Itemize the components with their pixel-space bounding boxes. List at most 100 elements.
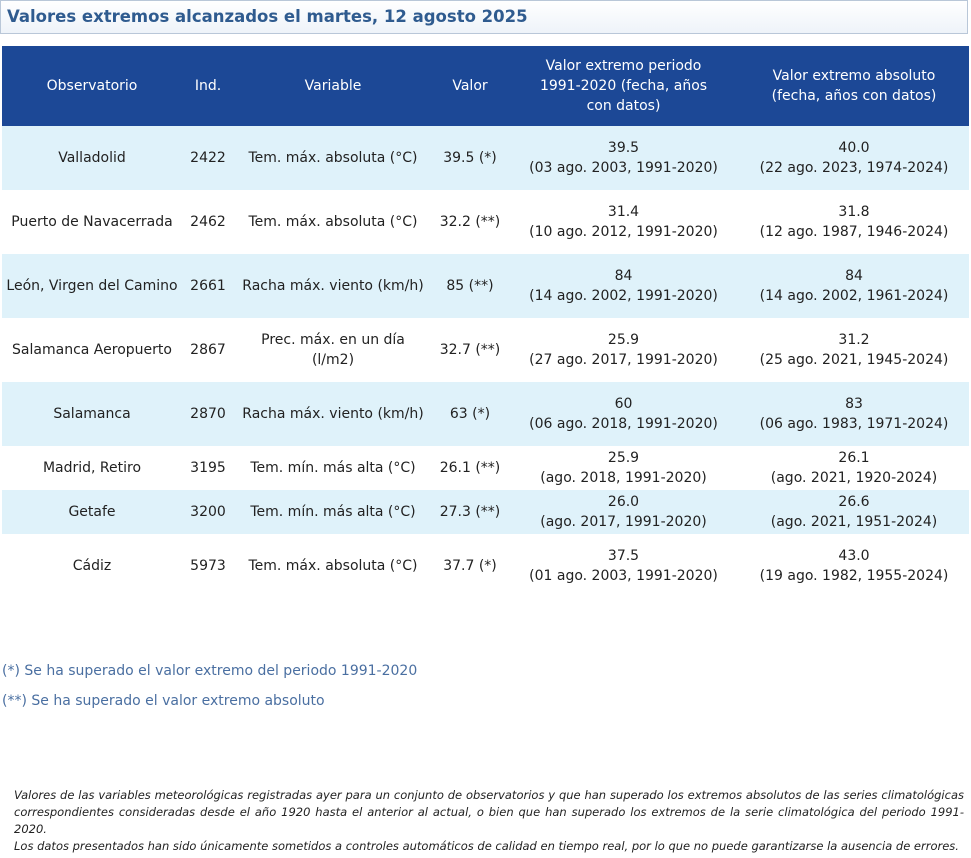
absoluto-value: 84	[845, 268, 863, 284]
periodo-value: 39.5	[607, 140, 640, 156]
header-absoluto: Valor extremo absoluto (fecha, años con …	[739, 46, 969, 126]
cell-valor: 39.5 (*)	[432, 126, 508, 190]
cell-valor: 85 (**)	[432, 254, 508, 318]
absoluto-date: (12 ago. 1987, 1946-2024)	[759, 224, 949, 240]
periodo-date: (27 ago. 2017, 1991-2020)	[529, 352, 718, 368]
cell-periodo: 39.5 (03 ago. 2003, 1991-2020)	[508, 126, 739, 190]
header-observatorio: Observatorio	[2, 46, 182, 126]
table-row: Puerto de Navacerrada 2462 Tem. máx. absol…	[2, 190, 969, 254]
cell-valor: 32.2 (**)	[432, 190, 508, 254]
periodo-date: (ago. 2018, 1991-2020)	[540, 470, 707, 486]
header-periodo: Valor extremo periodo 1991-2020 (fecha, …	[508, 46, 739, 126]
cell-absoluto: 31.2 (25 ago. 2021, 1945-2024)	[739, 318, 969, 382]
table-body: Valladolid 2422 Tem. máx. absoluta (°C) 39.…	[2, 126, 969, 598]
cell-variable: Tem. mín. más alta (°C)	[234, 446, 432, 490]
periodo-value: 26.0	[607, 494, 640, 510]
cell-absoluto: 40.0 (22 ago. 2023, 1974-2024)	[739, 126, 969, 190]
cell-variable: Prec. máx. en un día (l/m2)	[234, 318, 432, 382]
periodo-date: (06 ago. 2018, 1991-2020)	[529, 416, 718, 432]
page-title: Valores extremos alcanzados el martes, 1…	[7, 7, 528, 26]
periodo-value: 84	[614, 268, 633, 284]
periodo-value: 25.9	[607, 450, 640, 466]
cell-valor: 63 (*)	[432, 382, 508, 446]
cell-periodo: 26.0 (ago. 2017, 1991-2020)	[508, 490, 739, 534]
legend-double-asterisk: (**) Se ha superado el valor extremo abs…	[2, 693, 325, 709]
cell-periodo: 25.9 (ago. 2018, 1991-2020)	[508, 446, 739, 490]
absoluto-value: 43.0	[838, 548, 870, 564]
cell-observatorio: Salamanca	[2, 382, 182, 446]
cell-variable: Tem. máx. absoluta (°C)	[234, 190, 432, 254]
cell-ind: 2867	[182, 318, 234, 382]
cell-absoluto: 31.8 (12 ago. 1987, 1946-2024)	[739, 190, 969, 254]
absoluto-date: (06 ago. 1983, 1971-2024)	[759, 416, 949, 432]
header-ind: Ind.	[182, 46, 234, 126]
periodo-date: (01 ago. 2003, 1991-2020)	[529, 568, 718, 584]
absoluto-value: 40.0	[838, 140, 870, 156]
table-row: Getafe 3200 Tem. mín. más alta (°C) 27.3 (*…	[2, 490, 969, 534]
cell-variable: Tem. máx. absoluta (°C)	[234, 126, 432, 190]
absoluto-date: (25 ago. 2021, 1945-2024)	[759, 352, 949, 368]
legend-single-asterisk: (*) Se ha superado el valor extremo del …	[2, 663, 418, 679]
cell-valor: 37.7 (*)	[432, 534, 508, 598]
cell-valor: 26.1 (**)	[432, 446, 508, 490]
cell-ind: 3200	[182, 490, 234, 534]
cell-variable: Tem. mín. más alta (°C)	[234, 490, 432, 534]
cell-observatorio: Cádiz	[2, 534, 182, 598]
table-row: Cádiz 5973 Tem. máx. absoluta (°C) 37.7 (*)…	[2, 534, 969, 598]
periodo-value: 31.4	[607, 204, 640, 220]
cell-absoluto: 43.0 (19 ago. 1982, 1955-2024)	[739, 534, 969, 598]
cell-observatorio: Getafe	[2, 490, 182, 534]
footnote: Valores de las variables meteorológicas …	[14, 787, 964, 855]
cell-absoluto: 83 (06 ago. 1983, 1971-2024)	[739, 382, 969, 446]
cell-absoluto: 26.1 (ago. 2021, 1920-2024)	[739, 446, 969, 490]
cell-periodo: 25.9 (27 ago. 2017, 1991-2020)	[508, 318, 739, 382]
cell-observatorio: Madrid, Retiro	[2, 446, 182, 490]
absoluto-date: (ago. 2021, 1920-2024)	[770, 470, 938, 486]
cell-variable: Racha máx. viento (km/h)	[234, 254, 432, 318]
absoluto-value: 26.6	[838, 494, 870, 510]
absoluto-value: 26.1	[838, 450, 870, 466]
table-row: Salamanca 2870 Racha máx. viento (km/h) 63 …	[2, 382, 969, 446]
cell-variable: Tem. máx. absoluta (°C)	[234, 534, 432, 598]
cell-ind: 3195	[182, 446, 234, 490]
cell-periodo: 84 (14 ago. 2002, 1991-2020)	[508, 254, 739, 318]
absoluto-value: 83	[845, 396, 863, 412]
cell-absoluto: 84 (14 ago. 2002, 1961-2024)	[739, 254, 969, 318]
absoluto-value: 31.8	[838, 204, 870, 220]
table-row: Madrid, Retiro 3195 Tem. mín. más alta (°C…	[2, 446, 969, 490]
header-valor: Valor	[432, 46, 508, 126]
cell-observatorio: León, Virgen del Camino	[2, 254, 182, 318]
cell-periodo: 31.4 (10 ago. 2012, 1991-2020)	[508, 190, 739, 254]
periodo-date: (10 ago. 2012, 1991-2020)	[529, 224, 718, 240]
cell-valor: 32.7 (**)	[432, 318, 508, 382]
absoluto-value: 31.2	[838, 332, 870, 348]
title-bar: Valores extremos alcanzados el martes, 1…	[0, 0, 968, 34]
cell-observatorio: Puerto de Navacerrada	[2, 190, 182, 254]
absoluto-date: (14 ago. 2002, 1961-2024)	[759, 288, 949, 304]
table-row: León, Virgen del Camino 2661 Racha máx. vi…	[2, 254, 969, 318]
periodo-date: (03 ago. 2003, 1991-2020)	[529, 160, 718, 176]
header-variable: Variable	[234, 46, 432, 126]
cell-ind: 2870	[182, 382, 234, 446]
cell-variable: Racha máx. viento (km/h)	[234, 382, 432, 446]
cell-periodo: 60 (06 ago. 2018, 1991-2020)	[508, 382, 739, 446]
absoluto-date: (22 ago. 2023, 1974-2024)	[759, 160, 949, 176]
table-row: Salamanca Aeropuerto 2867 Prec. máx. en un…	[2, 318, 969, 382]
footnote-paragraph-2: Los datos presentados han sido únicament…	[14, 839, 959, 853]
cell-absoluto: 26.6 (ago. 2021, 1951-2024)	[739, 490, 969, 534]
cell-ind: 2661	[182, 254, 234, 318]
cell-ind: 2462	[182, 190, 234, 254]
absoluto-date: (ago. 2021, 1951-2024)	[770, 514, 938, 530]
cell-periodo: 37.5 (01 ago. 2003, 1991-2020)	[508, 534, 739, 598]
cell-valor: 27.3 (**)	[432, 490, 508, 534]
cell-ind: 2422	[182, 126, 234, 190]
absoluto-date: (19 ago. 1982, 1955-2024)	[759, 568, 949, 584]
cell-ind: 5973	[182, 534, 234, 598]
table-row: Valladolid 2422 Tem. máx. absoluta (°C) 39.…	[2, 126, 969, 190]
periodo-value: 37.5	[607, 548, 640, 564]
cell-observatorio: Valladolid	[2, 126, 182, 190]
extreme-values-table: Observatorio Ind. Variable Valor Valor e…	[2, 46, 969, 598]
cell-observatorio: Salamanca Aeropuerto	[2, 318, 182, 382]
periodo-date: (14 ago. 2002, 1991-2020)	[529, 288, 718, 304]
periodo-value: 60	[614, 396, 633, 412]
